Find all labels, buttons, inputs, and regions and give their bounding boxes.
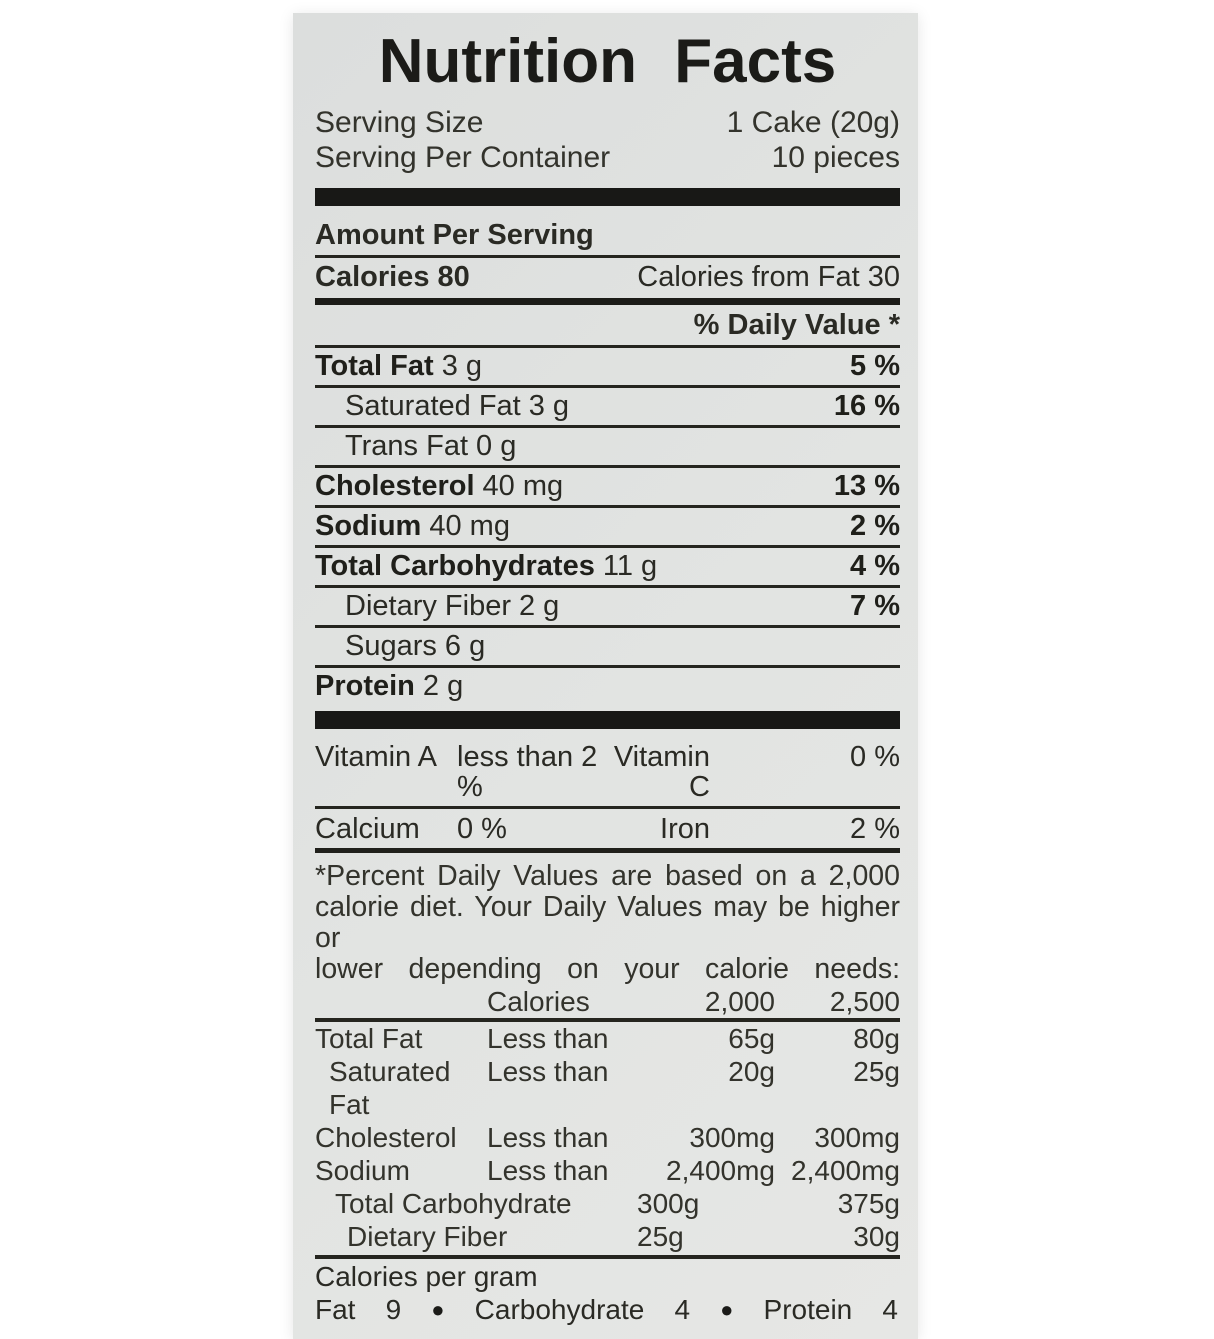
cpg-carbohydrate-label: Carbohydrate — [474, 1294, 645, 1325]
iron-value: 2 % — [850, 813, 900, 845]
nutrient-row-total-fat: Total Fat 3 g 5 % — [315, 348, 900, 388]
calcium-value: 0 % — [457, 813, 507, 845]
serving-per-container-label: Serving Per Container — [315, 141, 611, 174]
calories-from-fat: Calories from Fat 30 — [637, 261, 900, 293]
thick-separator-bar — [315, 711, 900, 729]
footnote-line: calorie diet. Your Daily Values may be h… — [315, 891, 900, 954]
vitamin-c-label: Vitamin C — [613, 741, 710, 803]
reference-table-body: Total Fat Less than 65g 80g Saturated Fa… — [315, 1022, 900, 1259]
nutrient-row-protein: Protein 2 g — [315, 670, 464, 702]
ref-row-cholesterol: Cholesterol Less than 300mg 300mg — [315, 1122, 900, 1153]
bullet-dot-icon: ● — [431, 1296, 445, 1322]
ref-row-total-carbohydrate: Total Carbohydrate 300g 375g — [335, 1188, 900, 1219]
footnote-line: lower depending on your calorie needs: — [315, 953, 900, 985]
vitamin-a-label: Vitamin A — [315, 741, 437, 773]
serving-size-label: Serving Size — [315, 106, 484, 139]
photo-background: { "label": { "title": "Nutrition Facts",… — [293, 13, 918, 1339]
nutrient-row-sodium: Sodium 40 mg 2 % — [315, 508, 900, 548]
nutrient-row-sugars: Sugars 6 g — [315, 628, 900, 668]
reference-table-header: Calories 2,000 2,500 — [315, 985, 900, 1022]
ref-row-saturated-fat: Saturated Fat Less than 20g 25g — [329, 1056, 900, 1120]
footnote-line: *Percent Daily Values are based on a 2,0… — [315, 860, 900, 892]
bullet-dot-icon: ● — [720, 1296, 734, 1322]
daily-value-footnote: *Percent Daily Values are based on a 2,0… — [315, 861, 900, 985]
nutrient-row-total-carbohydrates: Total Carbohydrates 11 g 4 % — [315, 548, 900, 588]
serving-size-value: 1 Cake (20g) — [726, 106, 900, 139]
calories-value: Calories 80 — [315, 261, 470, 293]
ref-row-dietary-fiber: Dietary Fiber 25g 30g — [347, 1221, 900, 1252]
amount-per-serving-heading: Amount Per Serving — [315, 218, 900, 258]
daily-value-header: % Daily Value * — [315, 305, 900, 348]
calories-row: Calories 80 Calories from Fat 30 — [315, 258, 900, 305]
cpg-fat-value: 9 — [385, 1294, 402, 1325]
calories-per-gram-row: Fat 9 ● Carbohydrate 4 ● Protein 4 — [315, 1292, 900, 1329]
cpg-protein-value: 4 — [882, 1294, 898, 1325]
nutrient-row-trans-fat: Trans Fat 0 g — [315, 428, 900, 468]
nutrient-row-cholesterol: Cholesterol 40 mg 13 % — [315, 468, 900, 508]
cpg-fat-label: Fat — [315, 1294, 356, 1325]
vitamin-row-a-c: Vitamin A less than 2 % Vitamin C 0 % — [315, 737, 900, 809]
iron-label: Iron — [660, 813, 710, 845]
nutrient-row-saturated-fat: Saturated Fat 3 g 16 % — [315, 388, 900, 428]
serving-per-container-value: 10 pieces — [771, 141, 900, 174]
header-2500: 2,500 — [829, 986, 900, 1017]
thick-separator-bar — [315, 188, 900, 206]
ref-row-sodium: Sodium Less than 2,400mg 2,400mg — [315, 1155, 900, 1186]
ref-row-total-fat: Total Fat Less than 65g 80g — [315, 1023, 900, 1054]
vitamin-row-calcium-iron: Calcium 0 % Iron 2 % — [315, 809, 900, 853]
calcium-label: Calcium — [315, 813, 420, 845]
nutrient-row-dietary-fiber: Dietary Fiber 2 g 7 % — [315, 588, 900, 628]
header-calories: Calories — [487, 986, 590, 1017]
serving-per-container-row: Serving Per Container 10 pieces — [315, 140, 900, 175]
vitamin-c-value: 0 % — [850, 741, 900, 773]
nutrition-facts-label: Nutrition Facts Serving Size 1 Cake (20g… — [293, 13, 918, 1339]
vitamin-a-value: less than 2 % — [457, 741, 598, 803]
calories-per-gram-heading: Calories per gram — [315, 1261, 538, 1292]
cpg-protein-label: Protein — [763, 1294, 853, 1325]
header-2000: 2,000 — [704, 986, 775, 1017]
serving-size-row: Serving Size 1 Cake (20g) — [315, 105, 900, 140]
reference-table: Calories 2,000 2,500 Total Fat Less than… — [315, 985, 900, 1259]
label-title: Nutrition Facts — [378, 27, 837, 96]
cpg-carbohydrate-value: 4 — [674, 1294, 691, 1325]
